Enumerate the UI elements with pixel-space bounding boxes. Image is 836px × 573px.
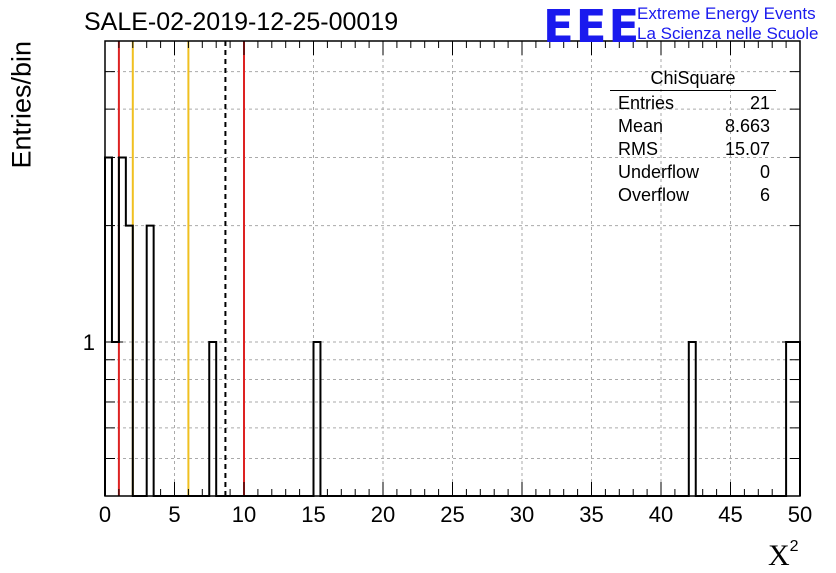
stats-title: ChiSquare bbox=[610, 68, 776, 91]
x-tick-label: 10 bbox=[232, 502, 256, 527]
stats-value: 21 bbox=[749, 93, 770, 113]
histogram-bin bbox=[793, 342, 800, 496]
chart-title: SALE-02-2019-12-25-00019 bbox=[84, 8, 399, 36]
stats-row-underflow: Underflow 0 bbox=[610, 161, 776, 184]
stats-row-mean: Mean 8.663 bbox=[610, 115, 776, 138]
stats-value: 6 bbox=[759, 185, 770, 205]
histogram-bin bbox=[147, 226, 154, 496]
x-tick-label: 35 bbox=[579, 502, 603, 527]
stats-label: Underflow bbox=[618, 162, 700, 182]
x-tick-label: 0 bbox=[99, 502, 111, 527]
eee-logo: EEE bbox=[543, 0, 642, 53]
stats-label: Overflow bbox=[618, 185, 690, 205]
histogram-bin bbox=[119, 157, 126, 496]
x-tick-label: 45 bbox=[718, 502, 742, 527]
logo-subtitle-2: La Scienza nelle Scuole bbox=[637, 24, 819, 43]
stats-value: 0 bbox=[759, 162, 770, 182]
histogram-bin bbox=[786, 342, 793, 496]
stats-value: 8.663 bbox=[724, 116, 770, 136]
histogram-bin bbox=[112, 342, 119, 496]
x-tick-label: 50 bbox=[788, 502, 812, 527]
x-tick-label: 40 bbox=[649, 502, 673, 527]
histogram-bin bbox=[209, 342, 216, 496]
y-axis-label: Entries/bin bbox=[6, 40, 37, 169]
logo-subtitle-1: Extreme Energy Events bbox=[637, 4, 816, 23]
x-axis-label: X2 bbox=[768, 538, 799, 573]
stats-row-entries: Entries 21 bbox=[610, 92, 776, 115]
x-tick-label: 5 bbox=[168, 502, 180, 527]
stats-value: 15.07 bbox=[724, 139, 770, 159]
x-axis-label-symbol: X bbox=[768, 539, 790, 572]
stats-box: ChiSquare Entries 21 Mean 8.663 RMS 15.0… bbox=[610, 68, 776, 207]
histogram-bin bbox=[314, 342, 321, 496]
stats-row-rms: RMS 15.07 bbox=[610, 138, 776, 161]
x-tick-label: 30 bbox=[510, 502, 534, 527]
stats-label: Entries bbox=[618, 93, 675, 113]
x-tick-label: 15 bbox=[301, 502, 325, 527]
x-tick-label: 25 bbox=[440, 502, 464, 527]
histogram-bin bbox=[689, 342, 696, 496]
y-tick-label: 1 bbox=[83, 330, 95, 355]
stats-label: RMS bbox=[618, 139, 658, 159]
stats-row-overflow: Overflow 6 bbox=[610, 184, 776, 207]
stats-label: Mean bbox=[618, 116, 664, 136]
histogram-bin bbox=[126, 226, 133, 496]
histogram-bin bbox=[105, 157, 112, 496]
x-tick-label: 20 bbox=[371, 502, 395, 527]
x-axis-label-exponent: 2 bbox=[789, 538, 799, 555]
